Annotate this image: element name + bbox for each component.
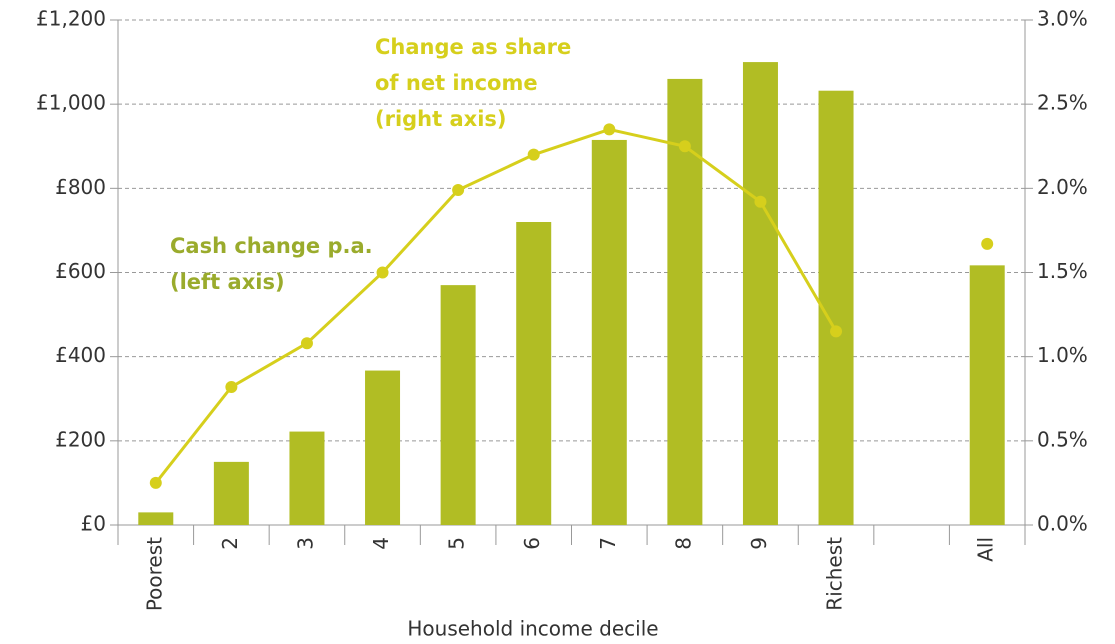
x-axis-title: Household income decile: [407, 617, 658, 641]
line-point: [678, 140, 691, 153]
y-tick-label: £800: [55, 175, 106, 199]
line-point: [300, 337, 313, 350]
x-tick-label: 4: [369, 537, 393, 550]
line-point: [225, 380, 238, 393]
x-tick-label: 6: [520, 537, 544, 550]
y2-tick-label: 1.5%: [1037, 259, 1088, 283]
y2-tick-label: 0.0%: [1037, 512, 1088, 536]
line-point: [603, 123, 616, 136]
line-point: [527, 148, 540, 161]
x-tick-label: 8: [671, 537, 695, 550]
line-point: [754, 195, 767, 208]
x-tick-label: 7: [596, 537, 620, 550]
y2-tick-label: 3.0%: [1037, 7, 1088, 31]
line-point: [830, 325, 843, 338]
annotation: of net income: [375, 71, 538, 95]
annotation: (right axis): [375, 107, 507, 131]
annotation: Cash change p.a.: [170, 234, 373, 258]
y-tick-label: £200: [55, 427, 106, 451]
y2-tick-label: 2.5%: [1037, 91, 1088, 115]
bar: [969, 265, 1005, 525]
y2-tick-label: 1.0%: [1037, 343, 1088, 367]
bar: [818, 90, 854, 525]
annotation: Change as share: [375, 35, 571, 59]
bar: [667, 78, 703, 526]
y2-tick-label: 0.5%: [1037, 427, 1088, 451]
line-point: [981, 237, 994, 250]
bar: [213, 461, 249, 525]
line-point: [376, 266, 389, 279]
y-tick-label: £1,200: [36, 7, 106, 31]
x-tick-label: Poorest: [142, 537, 166, 611]
line-point: [452, 184, 465, 197]
line: [156, 129, 987, 483]
bar: [138, 512, 174, 525]
x-tick-label: 5: [445, 537, 469, 550]
y-tick-label: £1,000: [36, 91, 106, 115]
annotation: (left axis): [170, 270, 285, 294]
x-tick-label: 9: [747, 537, 771, 550]
y2-tick-label: 2.0%: [1037, 175, 1088, 199]
x-tick-label: All: [974, 537, 998, 562]
x-tick-label: 3: [293, 537, 317, 550]
y-tick-label: £400: [55, 343, 106, 367]
bar: [365, 370, 401, 525]
bar: [516, 222, 552, 525]
bar: [742, 62, 778, 525]
y-tick-label: £0: [81, 512, 106, 536]
y-tick-label: £600: [55, 259, 106, 283]
bar: [440, 285, 476, 525]
line-point: [149, 476, 162, 489]
x-tick-label: 2: [218, 537, 242, 550]
bar: [591, 139, 627, 525]
x-tick-label: Richest: [823, 537, 847, 611]
bar: [289, 431, 325, 525]
